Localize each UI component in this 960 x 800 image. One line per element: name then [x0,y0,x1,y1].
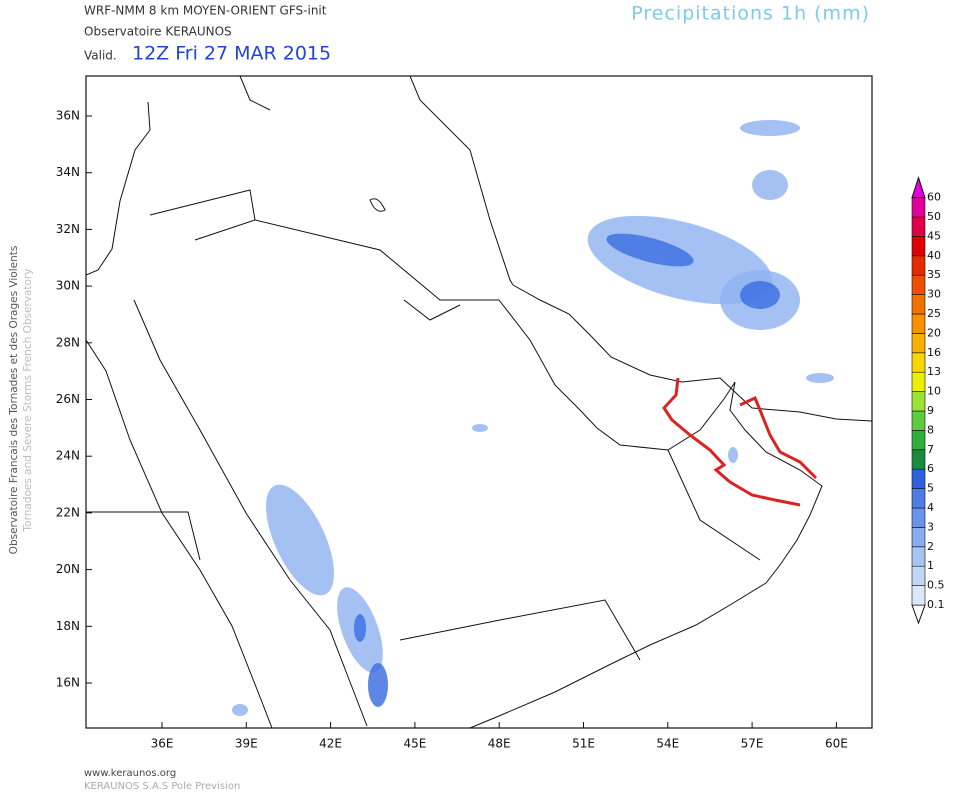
colorbar-box [911,333,926,354]
lon-label: 54E [656,737,679,751]
colorbar-label: 45 [927,229,941,242]
colorbar-box [911,410,926,431]
lat-label: 16N [56,676,80,690]
lat-label: 22N [56,505,80,519]
lat-label: 36N [56,109,80,123]
valid-label: Valid. [84,49,117,63]
colorbar-label: 13 [927,365,941,378]
colorbar-label: 7 [927,443,934,456]
colorbar-box [911,488,926,509]
colorbar-label: 4 [927,501,934,514]
colorbar-label: 5 [927,482,934,495]
colorbar-box [911,216,926,237]
colorbar-label: 1 [927,559,934,572]
lon-label: 45E [403,737,426,751]
lon-label: 48E [488,737,511,751]
colorbar-label: 16 [927,346,941,359]
lon-label: 57E [741,737,764,751]
map-layers [86,76,872,728]
colorbar-box [911,294,926,315]
lon-label: 51E [572,737,595,751]
colorbar-label: 10 [927,385,941,398]
colorbar-box [911,274,926,295]
lat-label: 26N [56,392,80,406]
lat-label: 30N [56,279,80,293]
colorbar-label: 25 [927,307,941,320]
colorbar-label: 2 [927,540,934,553]
borders [86,76,761,661]
colorbar-box [911,197,926,218]
lat-label: 20N [56,562,80,576]
colorbar-box [911,371,926,392]
colorbar-box [911,430,926,451]
lat-label: 32N [56,222,80,236]
map-title: Precipitations 1h (mm) [631,3,870,25]
footer-credit: KERAUNOS S.A.S Pole Prevision [84,781,240,792]
highlight-contour [662,377,818,507]
colorbar-box [911,255,926,276]
lon-label: 39E [235,737,258,751]
colorbar-box [911,313,926,334]
footer-url: www.keraunos.org [84,768,176,779]
observatory-label: Observatoire KERAUNOS [84,25,232,39]
colorbar-box [911,546,926,567]
map-frame [85,75,873,729]
colorbar-box [911,527,926,548]
map-area [85,75,873,729]
colorbar-box [911,352,926,373]
colorbar-label: 9 [927,404,934,417]
colorbar-label: 0.1 [927,598,945,611]
colorbar-label: 30 [927,288,941,301]
colorbar-box [911,468,926,489]
colorbar-under [911,604,926,625]
lon-label: 42E [319,737,342,751]
lon-label: 60E [825,737,848,751]
coastlines [86,101,872,728]
lat-label: 24N [56,449,80,463]
lat-label: 28N [56,335,80,349]
colorbar-label: 3 [927,520,934,533]
colorbar-over [911,175,926,199]
valid-time: 12Z Fri 27 MAR 2015 [132,43,331,65]
model-label: WRF-NMM 8 km MOYEN-ORIENT GFS-init [84,4,327,18]
colorbar-box [911,565,926,586]
colorbar-box [911,236,926,257]
colorbar-label: 35 [927,268,941,281]
colorbar-box [911,449,926,470]
precipitation [232,120,834,716]
colorbar-label: 6 [927,462,934,475]
lat-label: 18N [56,619,80,633]
side-text-french: Observatoire Francais des Tornades et de… [8,246,20,555]
lat-label: 34N [56,165,80,179]
colorbar-label: 60 [927,191,941,204]
colorbar-label: 40 [927,249,941,262]
colorbar-label: 0.5 [927,579,945,592]
colorbar-box [911,585,926,606]
colorbar-label: 8 [927,423,934,436]
lon-label: 36E [151,737,174,751]
colorbar-box [911,391,926,412]
colorbar-label: 20 [927,326,941,339]
colorbar-box [911,507,926,528]
colorbar-label: 50 [927,210,941,223]
side-text-english: Tornadoes and Severe Storms French Obser… [22,269,34,533]
